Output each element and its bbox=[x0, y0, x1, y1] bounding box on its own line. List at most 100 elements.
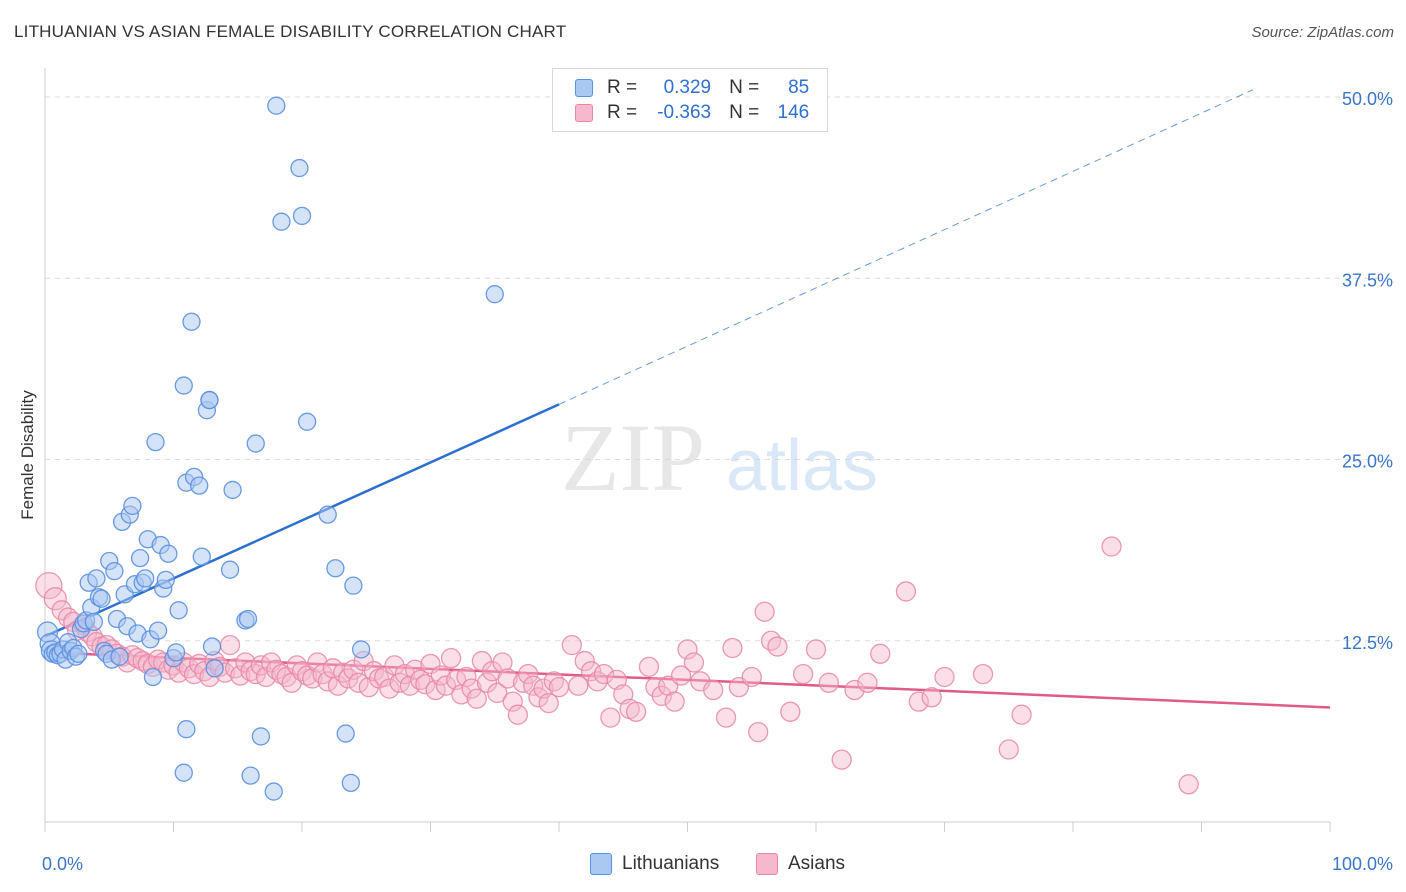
lithuanians-point bbox=[156, 570, 175, 589]
asians-point bbox=[435, 675, 457, 696]
x-tick-label-end: 100.0% bbox=[1332, 854, 1393, 874]
asians-point bbox=[844, 679, 865, 701]
asians-point bbox=[683, 652, 705, 673]
asians-point bbox=[538, 692, 559, 714]
lithuanians-point bbox=[297, 412, 317, 431]
asians-point bbox=[548, 677, 570, 698]
lithuanians-point bbox=[87, 569, 106, 588]
lithuanians-point bbox=[290, 158, 309, 178]
asians-point bbox=[348, 672, 369, 693]
asians-point bbox=[561, 634, 582, 656]
watermark-atlas: atlas bbox=[726, 426, 878, 506]
y-tick-label: 37.5% bbox=[1342, 270, 1393, 290]
lithuanians-point bbox=[190, 476, 209, 495]
asians-point bbox=[580, 661, 602, 682]
legend-row-lithuanians: R = 0.329 N = 85 bbox=[575, 76, 809, 100]
watermark-zip: ZIP bbox=[561, 404, 705, 511]
lithuanians-point bbox=[110, 647, 129, 666]
asians-point bbox=[921, 687, 942, 708]
lithuanians-point bbox=[166, 643, 186, 662]
lithuanians-point bbox=[336, 724, 355, 743]
asians-point bbox=[1101, 536, 1122, 557]
trend-lines bbox=[44, 89, 1331, 709]
asians-point bbox=[476, 672, 498, 693]
asians-point bbox=[760, 630, 782, 651]
asians-point bbox=[748, 721, 769, 743]
asians-r-value: -0.363 bbox=[657, 102, 712, 123]
lithuanians-point bbox=[223, 480, 242, 500]
asians-point bbox=[677, 639, 698, 660]
lithuanians-point bbox=[326, 559, 345, 578]
asians-point bbox=[302, 668, 323, 689]
asians-point bbox=[754, 601, 775, 622]
lithuanians-point bbox=[220, 560, 240, 579]
asians-n-value: 146 bbox=[777, 102, 810, 123]
asians-point bbox=[374, 666, 395, 688]
asians-point bbox=[638, 656, 660, 677]
lithuanians-legend-swatch bbox=[590, 853, 612, 875]
lithuanians-point bbox=[251, 727, 271, 746]
asians-point bbox=[1011, 704, 1032, 725]
grid-lines bbox=[45, 96, 1392, 642]
asians-point bbox=[343, 659, 364, 680]
lithuanians-legend-label: Lithuanians bbox=[622, 853, 720, 874]
lithuanians-points bbox=[36, 96, 504, 801]
lithuanians-point bbox=[69, 644, 88, 663]
lithuanians-point bbox=[205, 659, 224, 678]
axes bbox=[44, 68, 1331, 832]
asians-point bbox=[857, 672, 878, 693]
asians-point bbox=[507, 704, 529, 725]
chart-title: LITHUANIAN VS ASIAN FEMALE DISABILITY CO… bbox=[14, 22, 567, 41]
asians-point bbox=[908, 691, 929, 712]
lithuanians-point bbox=[264, 782, 283, 801]
legend-r-label: R = bbox=[607, 102, 638, 123]
series-legend-asians: Asians bbox=[756, 851, 845, 877]
asians-point bbox=[715, 707, 737, 728]
lithuanians-point bbox=[238, 609, 258, 629]
asians-point bbox=[497, 668, 518, 689]
asians-point bbox=[574, 650, 595, 672]
lithuanians-trend-extension bbox=[558, 89, 1254, 405]
asians-point bbox=[895, 581, 917, 602]
asians-point bbox=[741, 666, 762, 688]
asians-point bbox=[420, 653, 441, 675]
lithuanians-point bbox=[130, 548, 150, 568]
lithuanians-point bbox=[105, 562, 124, 581]
asians-point bbox=[471, 650, 493, 672]
asians-point bbox=[219, 634, 241, 656]
tick-labels: 12.5% 25.0% 37.5% 50.0% 0.0% 100.0% bbox=[42, 89, 1393, 874]
asians-point bbox=[722, 637, 743, 659]
lithuanians-point bbox=[200, 390, 219, 410]
asians-point bbox=[358, 677, 379, 698]
lithuanians-point bbox=[344, 576, 363, 595]
lithuanians-point bbox=[241, 766, 260, 785]
asians-point bbox=[625, 701, 647, 722]
lithuanians-swatch bbox=[575, 79, 593, 97]
lithuanians-point bbox=[267, 96, 286, 115]
asians-point bbox=[230, 665, 251, 686]
lithuanians-point bbox=[174, 376, 193, 395]
asians-point bbox=[404, 659, 426, 680]
asians-point bbox=[664, 691, 685, 712]
lithuanians-point bbox=[202, 637, 222, 656]
asians-point bbox=[502, 691, 523, 712]
asians-points bbox=[35, 536, 1199, 795]
asians-point bbox=[379, 678, 400, 699]
asians-point bbox=[651, 685, 672, 706]
legend-r-label: R = bbox=[607, 77, 638, 98]
lithuanians-point bbox=[292, 206, 312, 226]
asians-point bbox=[793, 663, 814, 685]
lithuanians-point bbox=[192, 547, 211, 566]
asians-point bbox=[767, 636, 788, 657]
asians-point bbox=[399, 675, 421, 696]
lithuanians-point bbox=[146, 432, 165, 452]
asians-point bbox=[317, 671, 338, 692]
asians-point bbox=[818, 672, 839, 693]
asians-point bbox=[670, 665, 692, 686]
asians-point bbox=[972, 663, 994, 685]
asians-point bbox=[461, 678, 482, 699]
asians-point bbox=[518, 663, 539, 685]
lithuanians-point bbox=[143, 667, 163, 687]
asians-point bbox=[870, 643, 891, 664]
lithuanians-point bbox=[341, 773, 360, 792]
